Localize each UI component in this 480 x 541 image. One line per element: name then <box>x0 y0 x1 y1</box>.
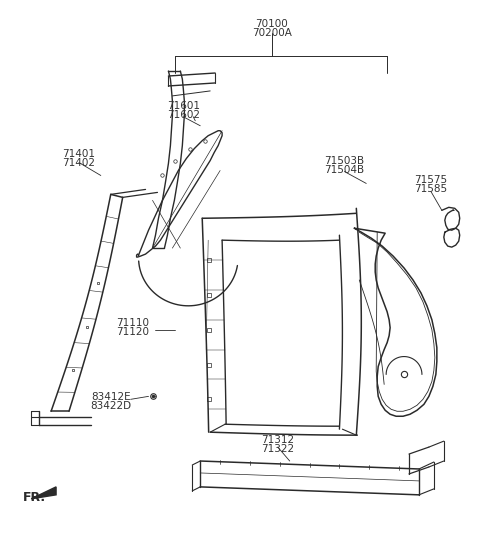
Text: 71601: 71601 <box>167 101 200 111</box>
Text: 71504B: 71504B <box>324 164 364 175</box>
Text: 71402: 71402 <box>62 157 96 168</box>
Text: 71312: 71312 <box>261 435 294 445</box>
Text: 71322: 71322 <box>261 444 294 454</box>
Text: 71585: 71585 <box>414 184 447 194</box>
Text: 71602: 71602 <box>167 110 200 120</box>
Text: 71120: 71120 <box>116 327 149 337</box>
Text: 71401: 71401 <box>62 149 96 159</box>
Text: 71575: 71575 <box>414 175 447 186</box>
Text: FR.: FR. <box>23 491 47 504</box>
Text: 70200A: 70200A <box>252 28 292 38</box>
Text: 70100: 70100 <box>255 19 288 29</box>
Polygon shape <box>31 487 56 499</box>
Text: 83412E: 83412E <box>91 392 131 403</box>
Text: 71503B: 71503B <box>324 156 364 166</box>
Text: 83422D: 83422D <box>90 401 132 411</box>
Text: 71110: 71110 <box>116 318 149 328</box>
